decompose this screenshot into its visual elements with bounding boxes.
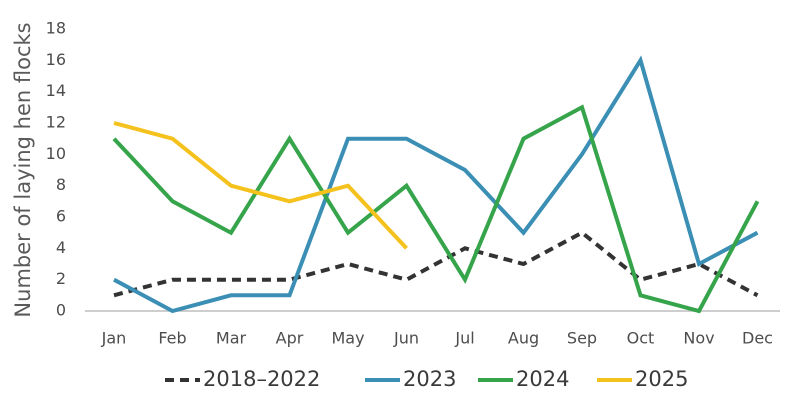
x-tick-label: May (331, 329, 364, 348)
y-tick-label: 0 (56, 301, 66, 320)
x-tick-label: Sep (567, 329, 597, 348)
series-line-3 (113, 121, 408, 250)
y-tick-label: 6 (56, 207, 66, 226)
legend-label-0: 2018–2022 (203, 367, 320, 391)
y-tick-labels: 0 2 4 6 8 10 12 14 16 18 (46, 19, 66, 320)
x-tick-label: Dec (742, 329, 773, 348)
x-tick-label: Jan (101, 329, 127, 348)
y-tick-label: 14 (46, 81, 66, 100)
series-lines (112, 55, 760, 314)
y-tick-label: 12 (46, 113, 66, 132)
y-tick-label: 2 (56, 269, 66, 288)
x-tick-labels: Jan Feb Mar Apr May Jun Jul Aug Sep Oct Nov Dec (101, 329, 773, 348)
series-line-0 (113, 230, 759, 298)
legend-label-2: 2024 (516, 367, 569, 391)
y-tick-label: 8 (56, 175, 66, 194)
series-line-2 (112, 104, 760, 314)
y-tick-label: 4 (56, 238, 66, 257)
y-tick-label: 18 (46, 19, 66, 38)
x-tick-label: Feb (158, 329, 186, 348)
x-tick-label: Jun (393, 329, 419, 348)
y-axis-label: Number of laying hen flocks (11, 22, 35, 317)
x-tick-label: Mar (216, 329, 247, 348)
legend: 2018–2022 2023 2024 2025 (165, 367, 688, 391)
x-tick-label: Apr (276, 329, 304, 348)
y-tick-label: 10 (46, 144, 66, 163)
legend-label-3: 2025 (635, 367, 688, 391)
series-line-1 (113, 55, 759, 314)
x-tick-label: Aug (508, 329, 539, 348)
y-tick-label: 16 (46, 50, 66, 69)
x-tick-label: Oct (627, 329, 655, 348)
x-tick-label: Jul (454, 329, 474, 348)
x-tick-label: Nov (683, 329, 714, 348)
legend-label-1: 2023 (403, 367, 456, 391)
